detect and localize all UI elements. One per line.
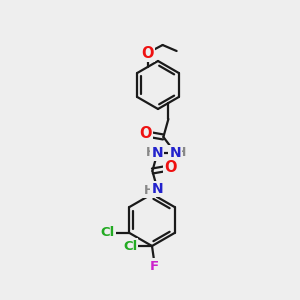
Text: F: F (149, 260, 159, 272)
Text: H: H (176, 146, 187, 158)
Text: O: O (141, 46, 154, 61)
Text: H: H (146, 146, 157, 158)
Text: O: O (164, 160, 177, 175)
Text: Cl: Cl (123, 239, 137, 253)
Text: O: O (139, 127, 152, 142)
Text: N: N (169, 146, 181, 160)
Text: N: N (152, 146, 163, 160)
Text: H: H (144, 184, 154, 196)
Text: N: N (152, 182, 163, 196)
Text: Cl: Cl (100, 226, 115, 239)
